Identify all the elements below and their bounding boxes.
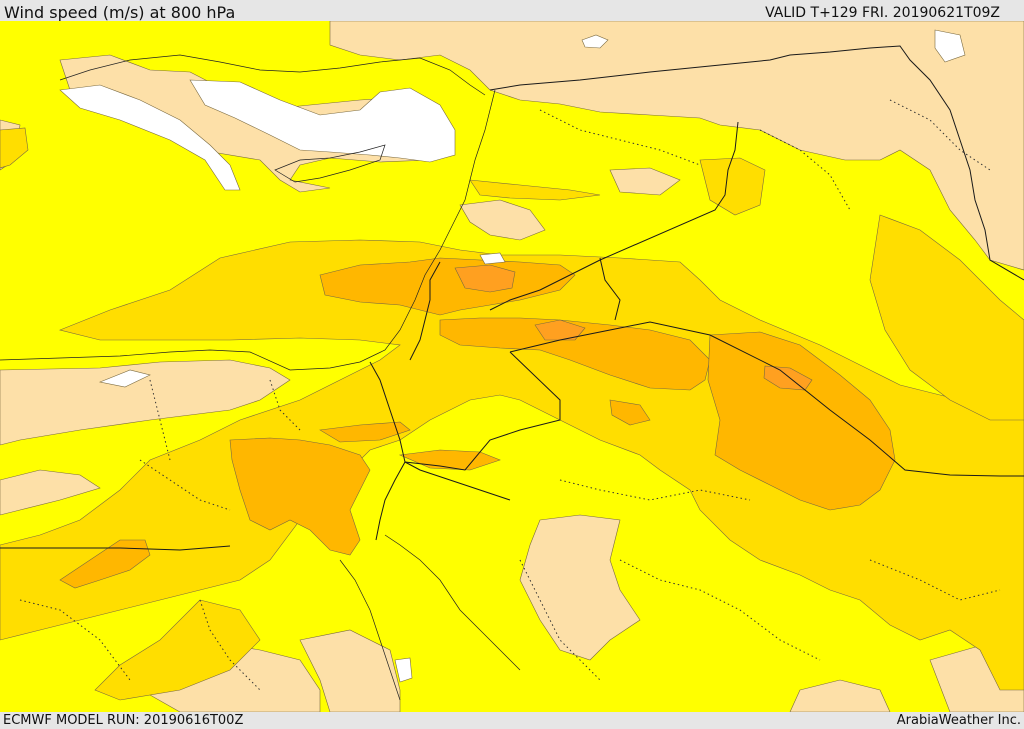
map-canvas (0, 21, 1024, 712)
calm-areas (59, 29, 966, 683)
model-run: ECMWF MODEL RUN: 20190616T00Z (3, 713, 244, 728)
coastlines (0, 54, 521, 701)
header-bar: Wind speed (m/s) at 800 hPa VALID T+129 … (0, 0, 1024, 22)
footer-bar: ECMWF MODEL RUN: 20190616T00Z ArabiaWeat… (0, 712, 1024, 729)
national-borders (0, 45, 1024, 551)
valid-time: VALID T+129 FRI. 20190621T09Z (765, 5, 1000, 21)
small-features (479, 34, 609, 265)
province-boundaries (19, 99, 1001, 691)
stronger-wind-areas (454, 264, 813, 391)
credit: ArabiaWeather Inc. (896, 713, 1021, 728)
light-wind-areas (0, 21, 1024, 712)
wind-speed-map[interactable] (0, 21, 1024, 712)
map-title: Wind speed (m/s) at 800 hPa (4, 3, 236, 22)
